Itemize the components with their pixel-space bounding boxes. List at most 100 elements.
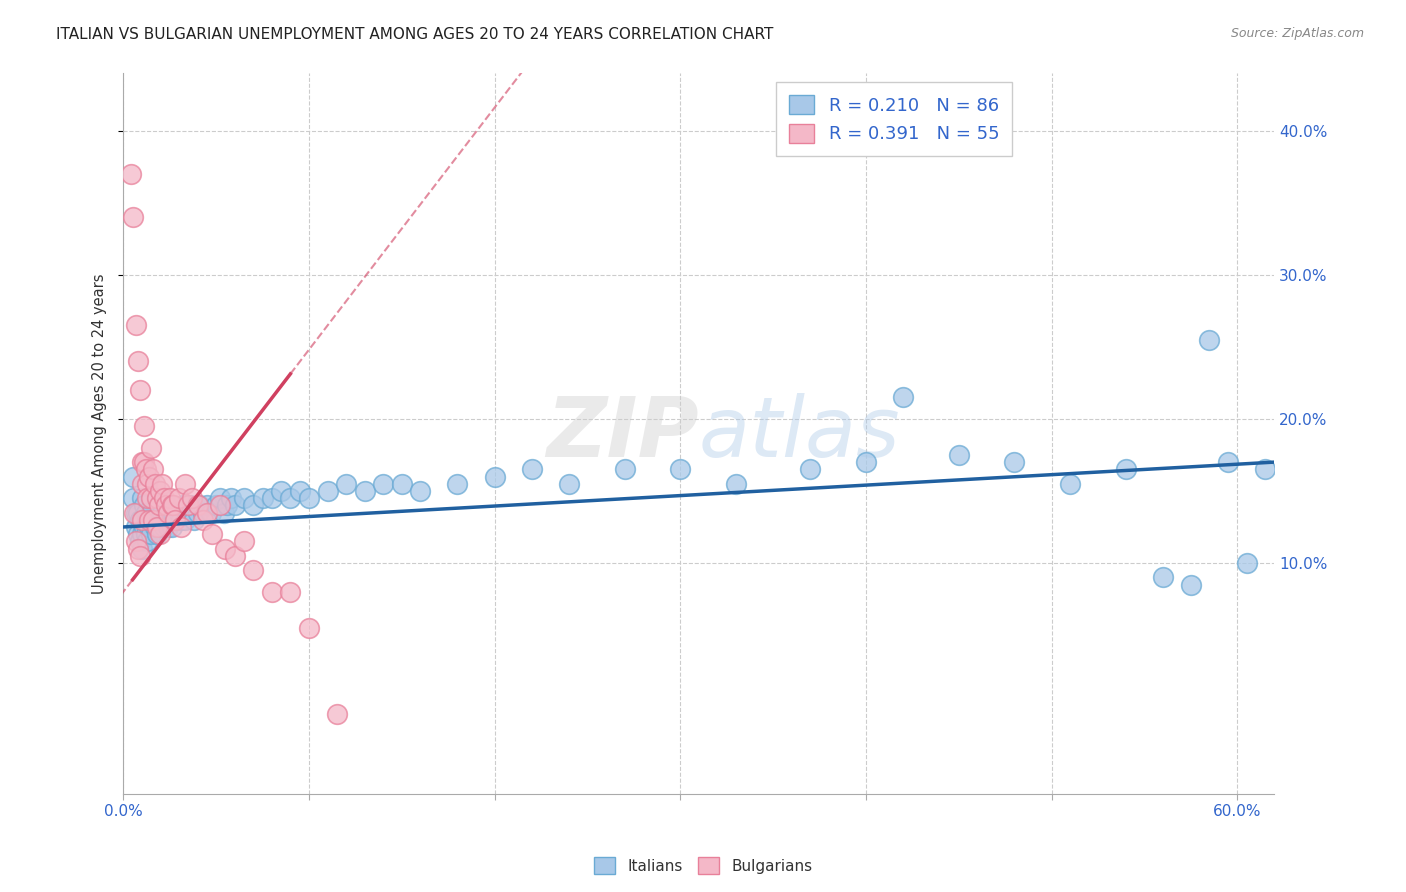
Point — [143, 476, 166, 491]
Point — [1216, 455, 1239, 469]
Point — [149, 527, 172, 541]
Point — [1115, 462, 1137, 476]
Point — [156, 506, 179, 520]
Point — [124, 506, 146, 520]
Point — [132, 520, 155, 534]
Point — [1198, 333, 1220, 347]
Point — [170, 520, 193, 534]
Point — [153, 520, 176, 534]
Point — [252, 491, 274, 505]
Point — [141, 506, 163, 520]
Point — [127, 527, 149, 541]
Point — [136, 476, 159, 491]
Point — [150, 476, 173, 491]
Point — [125, 318, 148, 333]
Point — [214, 541, 236, 556]
Point — [224, 549, 246, 563]
Point — [129, 534, 152, 549]
Point — [224, 499, 246, 513]
Point — [1059, 476, 1081, 491]
Point — [191, 506, 214, 520]
Point — [145, 527, 167, 541]
Point — [136, 491, 159, 505]
Point — [242, 499, 264, 513]
Point — [799, 462, 821, 476]
Point — [160, 499, 183, 513]
Point — [188, 499, 211, 513]
Point — [205, 499, 228, 513]
Point — [162, 506, 184, 520]
Point — [242, 563, 264, 577]
Point — [201, 527, 224, 541]
Point — [155, 513, 177, 527]
Point — [142, 513, 165, 527]
Point — [260, 584, 283, 599]
Point — [191, 513, 214, 527]
Point — [1236, 556, 1258, 570]
Point — [409, 483, 432, 498]
Point — [212, 506, 235, 520]
Point — [165, 513, 187, 527]
Point — [121, 210, 143, 224]
Point — [132, 455, 155, 469]
Point — [131, 476, 153, 491]
Point — [159, 513, 181, 527]
Point — [138, 513, 160, 527]
Point — [219, 491, 242, 505]
Point — [200, 506, 222, 520]
Point — [288, 483, 311, 498]
Point — [129, 383, 152, 397]
Point — [195, 499, 218, 513]
Point — [153, 491, 176, 505]
Point — [138, 469, 160, 483]
Point — [125, 506, 148, 520]
Point — [260, 491, 283, 505]
Point — [120, 167, 142, 181]
Text: ITALIAN VS BULGARIAN UNEMPLOYMENT AMONG AGES 20 TO 24 YEARS CORRELATION CHART: ITALIAN VS BULGARIAN UNEMPLOYMENT AMONG … — [56, 27, 773, 42]
Point — [127, 354, 149, 368]
Point — [132, 419, 155, 434]
Point — [131, 541, 153, 556]
Point — [148, 499, 170, 513]
Point — [149, 483, 172, 498]
Point — [131, 527, 153, 541]
Point — [155, 499, 177, 513]
Point — [127, 541, 149, 556]
Point — [165, 513, 187, 527]
Point — [135, 506, 157, 520]
Point — [233, 534, 256, 549]
Point — [156, 520, 179, 534]
Point — [167, 491, 190, 505]
Point — [233, 491, 256, 505]
Point — [316, 483, 339, 498]
Point — [136, 513, 159, 527]
Point — [129, 549, 152, 563]
Point — [558, 476, 581, 491]
Point — [131, 455, 153, 469]
Point — [138, 520, 160, 534]
Text: atlas: atlas — [699, 392, 900, 474]
Point — [132, 499, 155, 513]
Legend: R = 0.210   N = 86, R = 0.391   N = 55: R = 0.210 N = 86, R = 0.391 N = 55 — [776, 82, 1012, 156]
Point — [162, 499, 184, 513]
Point — [373, 476, 395, 491]
Point — [136, 534, 159, 549]
Point — [724, 476, 747, 491]
Point — [1152, 570, 1174, 584]
Text: ZIP: ZIP — [546, 392, 699, 474]
Point — [298, 491, 321, 505]
Point — [173, 476, 195, 491]
Point — [141, 441, 163, 455]
Point — [280, 491, 302, 505]
Point — [195, 506, 218, 520]
Point — [891, 390, 914, 404]
Point — [855, 455, 877, 469]
Point — [280, 584, 302, 599]
Point — [141, 527, 163, 541]
Point — [520, 462, 543, 476]
Point — [160, 520, 183, 534]
Point — [172, 499, 194, 513]
Point — [145, 520, 167, 534]
Point — [145, 491, 167, 505]
Point — [335, 476, 357, 491]
